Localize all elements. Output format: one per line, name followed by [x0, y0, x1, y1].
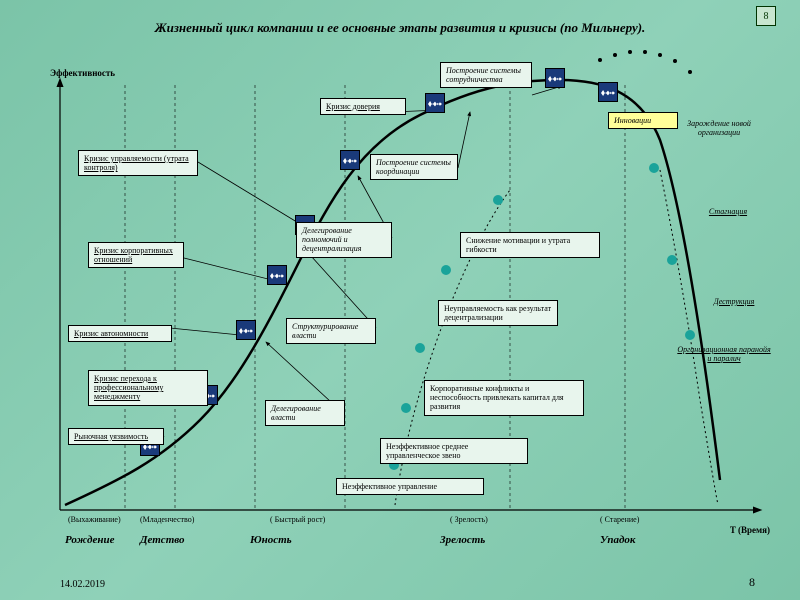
label-box: Кризис автономности	[68, 325, 172, 342]
decline-dot	[401, 403, 411, 413]
innovation-dot	[628, 50, 632, 54]
label-box: Неэффективное управление	[336, 478, 484, 495]
stage-label: Юность	[250, 534, 292, 546]
x-tick-label: (Выхаживание)	[68, 515, 121, 524]
label-box: Построение системы сотрудничества	[440, 62, 532, 88]
side-label: Деструкция	[704, 298, 764, 307]
innovation-dot	[598, 58, 602, 62]
label-box: Делегирование полномочий и децентрализац…	[296, 222, 392, 258]
decline-dot	[415, 343, 425, 353]
page-title: Жизненный цикл компании и ее основные эт…	[60, 20, 740, 36]
label-box: Снижение мотивации и утрата гибкости	[460, 232, 600, 258]
label-box: Кризис доверия	[320, 98, 406, 115]
decline-dot	[685, 330, 695, 340]
decline-dot	[441, 265, 451, 275]
innovation-dot	[613, 53, 617, 57]
crisis-marker	[598, 82, 618, 102]
stage-label: Упадок	[600, 534, 636, 546]
side-label: Зарождение новой организации	[680, 120, 758, 138]
axis-y-label: Эффективность	[50, 68, 115, 78]
page-number-bottom: 8	[749, 575, 755, 590]
decline-dot	[667, 255, 677, 265]
x-tick-label: ( Зрелость)	[450, 515, 488, 524]
label-box: Кризис перехода к профессиональному мене…	[88, 370, 208, 406]
crisis-marker	[545, 68, 565, 88]
crisis-marker	[425, 93, 445, 113]
label-box: Корпоративные конфликты и неспособность …	[424, 380, 584, 416]
x-tick-label: ( Старение)	[600, 515, 639, 524]
label-box: Кризис корпоративных отношений	[88, 242, 184, 268]
axis-x-label: T (Время)	[730, 525, 770, 535]
crisis-marker	[340, 150, 360, 170]
innovation-dot	[673, 59, 677, 63]
x-tick-label: ( Быстрый рост)	[270, 515, 325, 524]
stage-label: Зрелость	[440, 534, 485, 546]
x-tick-label: (Младенчество)	[140, 515, 194, 524]
crisis-marker	[236, 320, 256, 340]
label-box: Неэффективное среднее управленческое зве…	[380, 438, 528, 464]
innovation-dot	[643, 50, 647, 54]
stage-label: Рождение	[65, 534, 114, 546]
label-box: Кризис управляемости (утрата контроля)	[78, 150, 198, 176]
stage-label: Детство	[140, 534, 185, 546]
label-box: Рыночная уязвимость	[68, 428, 164, 445]
innovation-dot	[658, 53, 662, 57]
date-label: 14.02.2019	[60, 579, 105, 590]
crisis-marker	[267, 265, 287, 285]
label-box: Построение системы координации	[370, 154, 458, 180]
label-box: Неуправляемость как результат децентрали…	[438, 300, 558, 326]
decline-dot	[493, 195, 503, 205]
side-label: Стагнация	[698, 208, 758, 217]
innovation-dot	[688, 70, 692, 74]
label-box: Структурирование власти	[286, 318, 376, 344]
side-label: Организационная паранойя и паралич	[676, 346, 772, 364]
page-badge-top: 8	[756, 6, 776, 26]
decline-dot	[649, 163, 659, 173]
chart-svg	[0, 0, 800, 600]
label-box: Инновации	[608, 112, 678, 129]
label-box: Делегирование власти	[265, 400, 345, 426]
